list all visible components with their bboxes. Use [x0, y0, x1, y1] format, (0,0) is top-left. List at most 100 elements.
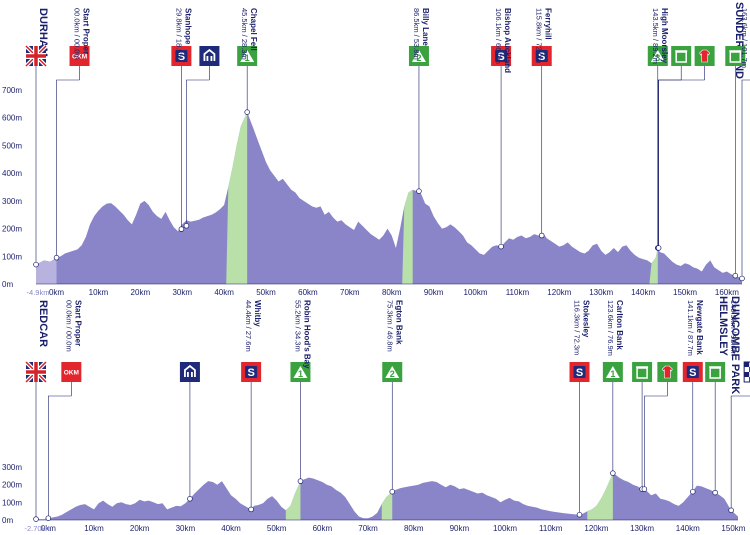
- finish-check: [744, 362, 750, 367]
- finish-icon: [743, 361, 750, 383]
- kom3-icon: 3: [647, 46, 668, 66]
- marker-point: [728, 507, 734, 514]
- kom-mountain: [240, 50, 255, 62]
- kom-category: 1: [610, 369, 615, 379]
- kom-category: 2: [390, 369, 395, 379]
- marker-label: Start Proper: [73, 300, 82, 346]
- marker-distance-label: 29.8km / 18.5m: [174, 8, 183, 60]
- sprint-icon: S: [531, 46, 552, 66]
- elevation-area: [36, 112, 742, 284]
- y-tick-label: 0m: [2, 280, 13, 289]
- finish-town-label-2: HELMSLEY: [717, 296, 729, 357]
- marker-leader: [48, 395, 72, 519]
- x-tick-label: 30km: [172, 288, 192, 297]
- x-tick-label: 70km: [358, 524, 378, 533]
- x-tick-label: 130km: [630, 524, 654, 533]
- marker-point: [33, 516, 39, 522]
- sprint-letter: S: [247, 367, 254, 379]
- marker-distance-label: 44.4km / 27.6m: [244, 300, 253, 352]
- sprint-icon: S: [569, 362, 590, 382]
- x-tick-label: 100km: [464, 288, 488, 297]
- kom-category: 2: [416, 53, 421, 63]
- bin-body: [636, 367, 648, 379]
- y-tick-label: 0m: [2, 516, 13, 525]
- marker-point: [538, 232, 545, 239]
- sprint-inner: [573, 366, 586, 378]
- y-tick-label: 200m: [2, 481, 22, 490]
- sprint-letter: S: [497, 51, 504, 63]
- climb-segment-2: [587, 473, 613, 520]
- x-tick-label: 140km: [676, 524, 700, 533]
- marker-point: [610, 470, 616, 476]
- sprint-icon: S: [491, 46, 512, 66]
- marker-distance-label: 45.5km / 28.3m: [240, 8, 249, 60]
- marker-label: Bishop Auckland: [503, 8, 512, 73]
- y-tick-label: 700m: [2, 86, 22, 95]
- sprint-letter: S: [538, 51, 545, 63]
- x-tick-label: 90km: [424, 288, 444, 297]
- marker-distance-label: 116.3km / 72.3m: [573, 300, 582, 355]
- start-offset-label: -2.70km: [24, 524, 51, 533]
- marker-distance-label: 123.6km / 76.9m: [606, 300, 615, 356]
- x-tick-label: 110km: [539, 524, 563, 533]
- kom-mountain: [650, 50, 665, 62]
- okm-text: OKM: [72, 54, 87, 61]
- bin-background: [671, 46, 692, 66]
- marker-point: [498, 243, 504, 250]
- marker-leader: [730, 395, 750, 511]
- kom-mountain: [293, 366, 308, 378]
- marker-label: Whitby: [253, 300, 262, 327]
- marker-leader: [186, 79, 210, 226]
- y-tick-label: 100m: [2, 498, 22, 507]
- marker-distance-label: 149.5km / 93.0m: [729, 300, 738, 356]
- bin-body: [709, 367, 721, 379]
- jersey-shape: [662, 365, 673, 379]
- climb-segment-0: [285, 481, 301, 520]
- sprint-inner: [686, 366, 699, 378]
- x-tick-label: 20km: [130, 524, 150, 533]
- marker-label: Start Proper: [82, 8, 91, 54]
- sprint-icon: S: [241, 362, 262, 382]
- sprint-letter: S: [689, 367, 696, 379]
- x-tick-label: 110km: [506, 288, 530, 297]
- x-tick-label: 150km: [673, 288, 697, 297]
- x-tick-label: 70km: [340, 288, 360, 297]
- okm-text: OKM: [64, 370, 79, 377]
- sprint-inner: [175, 50, 188, 62]
- x-tick-label: 130km: [589, 288, 613, 297]
- feed-shape: [203, 48, 216, 61]
- sprint-icon: S: [171, 46, 192, 66]
- x-tick-label: 160km: [715, 288, 739, 297]
- x-tick-label: 10km: [89, 288, 109, 297]
- marker-leader: [56, 79, 80, 258]
- sprint-inner: [245, 366, 258, 378]
- marker-distance-label: 163.6km / 101.7m: [740, 8, 749, 68]
- x-tick-label: 0km: [49, 288, 64, 297]
- y-tick-label: 400m: [2, 169, 22, 178]
- jersey-icon: [657, 362, 678, 382]
- x-tick-label: 90km: [450, 524, 470, 533]
- marker-point: [244, 109, 250, 115]
- marker-label: Robin Hood's Bay: [302, 300, 311, 369]
- marker-point: [739, 275, 745, 282]
- marker-point: [416, 188, 422, 194]
- kom-category: 3: [655, 53, 660, 63]
- y-tick-label: 100m: [2, 252, 22, 261]
- sprint-letter: S: [576, 367, 583, 379]
- jersey-icon: [694, 46, 715, 66]
- marker-distance-label: 143.5km / 89.2m: [651, 8, 660, 64]
- marker-point: [248, 506, 254, 513]
- marker-distance-label: 106.1km / 66.0m: [494, 8, 503, 64]
- stage-1-profile: 0m 100m 200m 300m 400m 500m 600m 700m 0km 10km 20k…: [2, 2, 750, 297]
- finish-check: [744, 372, 750, 377]
- x-tick-label: 100km: [493, 524, 517, 533]
- marker-distance-label: 86.5km / 53.8m: [412, 8, 421, 60]
- stage-2-profile: 0m 100m 200m 300m 0km 10km 20km 30km 40km 50km 60k…: [2, 296, 750, 533]
- x-tick-label: 0km: [41, 524, 56, 533]
- bin-icon: [671, 46, 692, 66]
- y-tick-label: 300m: [2, 463, 22, 472]
- flag-cross-red: [26, 46, 46, 66]
- sprint-inner: [495, 50, 508, 62]
- marker-leader: [741, 79, 750, 279]
